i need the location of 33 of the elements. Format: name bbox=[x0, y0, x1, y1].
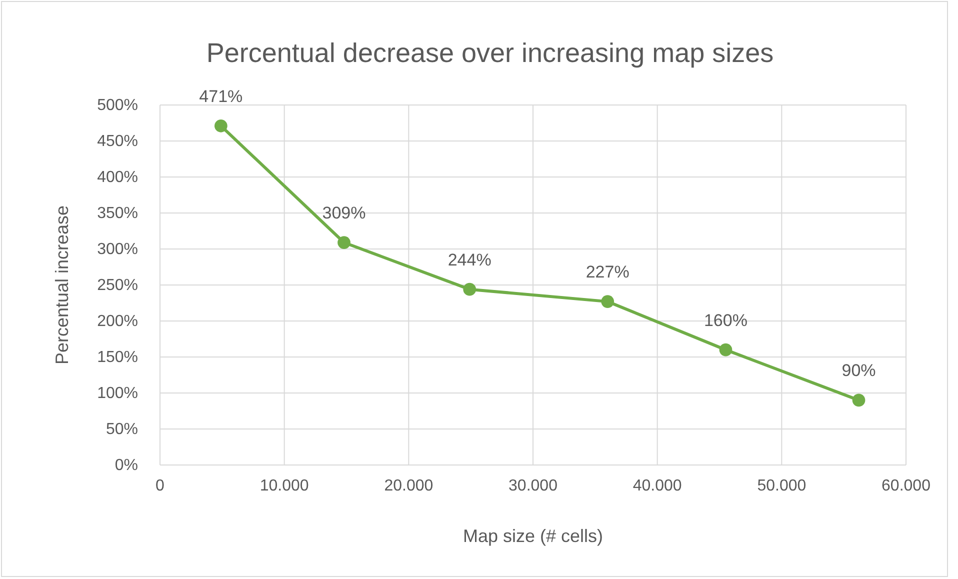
point bbox=[463, 282, 476, 296]
y-tick-label: 450% bbox=[97, 133, 138, 150]
y-axis-title: Percentual increase bbox=[52, 205, 72, 365]
point bbox=[214, 119, 228, 132]
data-label: 90% bbox=[842, 361, 876, 380]
y-tick-label: 200% bbox=[97, 313, 138, 330]
point bbox=[719, 343, 732, 356]
y-tick-label: 400% bbox=[97, 169, 138, 186]
y-tick-label: 350% bbox=[97, 205, 138, 222]
data-label: 160% bbox=[704, 310, 748, 330]
y-tick-label: 0% bbox=[114, 457, 138, 474]
x-axis-title: Map size (# cells) bbox=[462, 526, 604, 546]
y-tick-label: 300% bbox=[97, 241, 138, 258]
y-tick-label: 100% bbox=[97, 385, 138, 402]
data-label: 309% bbox=[322, 204, 366, 223]
point bbox=[601, 295, 614, 308]
y-tick-label: 500% bbox=[97, 97, 138, 114]
x-tick-label: 30.000 bbox=[508, 477, 558, 494]
chart-title: Percentual decrease over increasing map sizes bbox=[206, 38, 774, 68]
x-tick-label: 0 bbox=[156, 477, 165, 494]
point bbox=[338, 236, 350, 249]
data-label: 244% bbox=[448, 250, 492, 270]
data-label: 227% bbox=[586, 262, 630, 282]
x-tick-label: 50.000 bbox=[757, 477, 806, 494]
data-label: 471% bbox=[199, 86, 243, 106]
x-tick-label: 20.000 bbox=[384, 477, 434, 494]
y-tick-label: 50% bbox=[106, 421, 138, 438]
y-tick-label: 150% bbox=[97, 349, 138, 366]
y-tick-label: 250% bbox=[97, 277, 138, 294]
point bbox=[852, 394, 866, 407]
x-tick-label: 10.000 bbox=[260, 477, 309, 494]
x-tick-label: 60.000 bbox=[882, 477, 931, 494]
x-tick-label: 40.000 bbox=[632, 477, 682, 494]
